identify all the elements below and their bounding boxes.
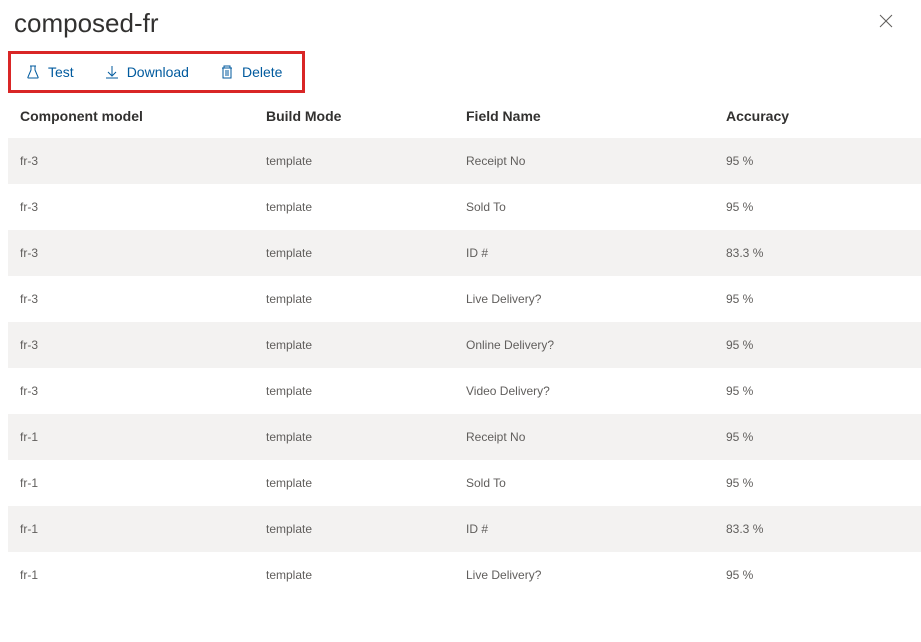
table-cell: 95 % (714, 476, 884, 490)
table-cell: template (254, 338, 454, 352)
table-cell: 95 % (714, 338, 884, 352)
table-scroll-region[interactable]: Component model Build Mode Field Name Ac… (8, 98, 921, 642)
table-cell: 95 % (714, 200, 884, 214)
table-cell: template (254, 430, 454, 444)
table-cell: fr-1 (8, 476, 254, 490)
table-row[interactable]: fr-3templateLive Delivery?95 % (8, 276, 921, 322)
download-icon (104, 64, 120, 80)
table-cell: fr-1 (8, 568, 254, 582)
table-cell: template (254, 522, 454, 536)
table-cell: fr-3 (8, 384, 254, 398)
delete-button-label: Delete (242, 64, 282, 80)
delete-button[interactable]: Delete (213, 60, 288, 84)
table-cell: 95 % (714, 384, 884, 398)
trash-icon (219, 64, 235, 80)
table-cell: template (254, 292, 454, 306)
table-row[interactable]: fr-3templateVideo Delivery?95 % (8, 368, 921, 414)
table-row[interactable]: fr-3templateID #83.3 % (8, 230, 921, 276)
test-button[interactable]: Test (19, 60, 80, 84)
table-cell: Live Delivery? (454, 568, 714, 582)
table-row[interactable]: fr-3templateSold To95 % (8, 184, 921, 230)
table-cell: Sold To (454, 476, 714, 490)
table-cell: Receipt No (454, 154, 714, 168)
table-cell: fr-3 (8, 154, 254, 168)
table-cell: fr-3 (8, 200, 254, 214)
download-button[interactable]: Download (98, 60, 195, 84)
component-table: Component model Build Mode Field Name Ac… (8, 98, 921, 598)
table-cell: Video Delivery? (454, 384, 714, 398)
table-row[interactable]: fr-1templateLive Delivery?95 % (8, 552, 921, 598)
table-row[interactable]: fr-3templateOnline Delivery?95 % (8, 322, 921, 368)
table-cell: template (254, 200, 454, 214)
table-cell: 95 % (714, 154, 884, 168)
table-cell: template (254, 568, 454, 582)
table-cell: template (254, 384, 454, 398)
table-row[interactable]: fr-1templateSold To95 % (8, 460, 921, 506)
table-cell: ID # (454, 246, 714, 260)
table-row[interactable]: fr-1templateReceipt No95 % (8, 414, 921, 460)
col-header-field-name[interactable]: Field Name (454, 108, 714, 124)
table-cell: fr-1 (8, 522, 254, 536)
table-cell: Receipt No (454, 430, 714, 444)
table-cell: 95 % (714, 430, 884, 444)
table-row[interactable]: fr-3templateReceipt No95 % (8, 138, 921, 184)
close-button[interactable] (873, 8, 899, 37)
page-title: composed-fr (14, 8, 159, 39)
col-header-accuracy[interactable]: Accuracy (714, 108, 884, 124)
table-row[interactable]: fr-1templateID #83.3 % (8, 506, 921, 552)
table-header-row: Component model Build Mode Field Name Ac… (8, 98, 921, 138)
close-icon (879, 12, 893, 32)
table-cell: template (254, 246, 454, 260)
table-cell: 83.3 % (714, 522, 884, 536)
col-header-component-model[interactable]: Component model (8, 108, 254, 124)
table-cell: Live Delivery? (454, 292, 714, 306)
table-cell: fr-1 (8, 430, 254, 444)
table-cell: 83.3 % (714, 246, 884, 260)
table-cell: fr-3 (8, 246, 254, 260)
table-cell: 95 % (714, 292, 884, 306)
table-cell: fr-3 (8, 292, 254, 306)
table-cell: Sold To (454, 200, 714, 214)
table-cell: template (254, 154, 454, 168)
download-button-label: Download (127, 64, 189, 80)
table-cell: ID # (454, 522, 714, 536)
test-button-label: Test (48, 64, 74, 80)
toolbar-highlight-box: Test Download Delete (8, 51, 305, 93)
table-cell: template (254, 476, 454, 490)
table-cell: Online Delivery? (454, 338, 714, 352)
col-header-build-mode[interactable]: Build Mode (254, 108, 454, 124)
table-cell: 95 % (714, 568, 884, 582)
table-cell: fr-3 (8, 338, 254, 352)
flask-icon (25, 64, 41, 80)
